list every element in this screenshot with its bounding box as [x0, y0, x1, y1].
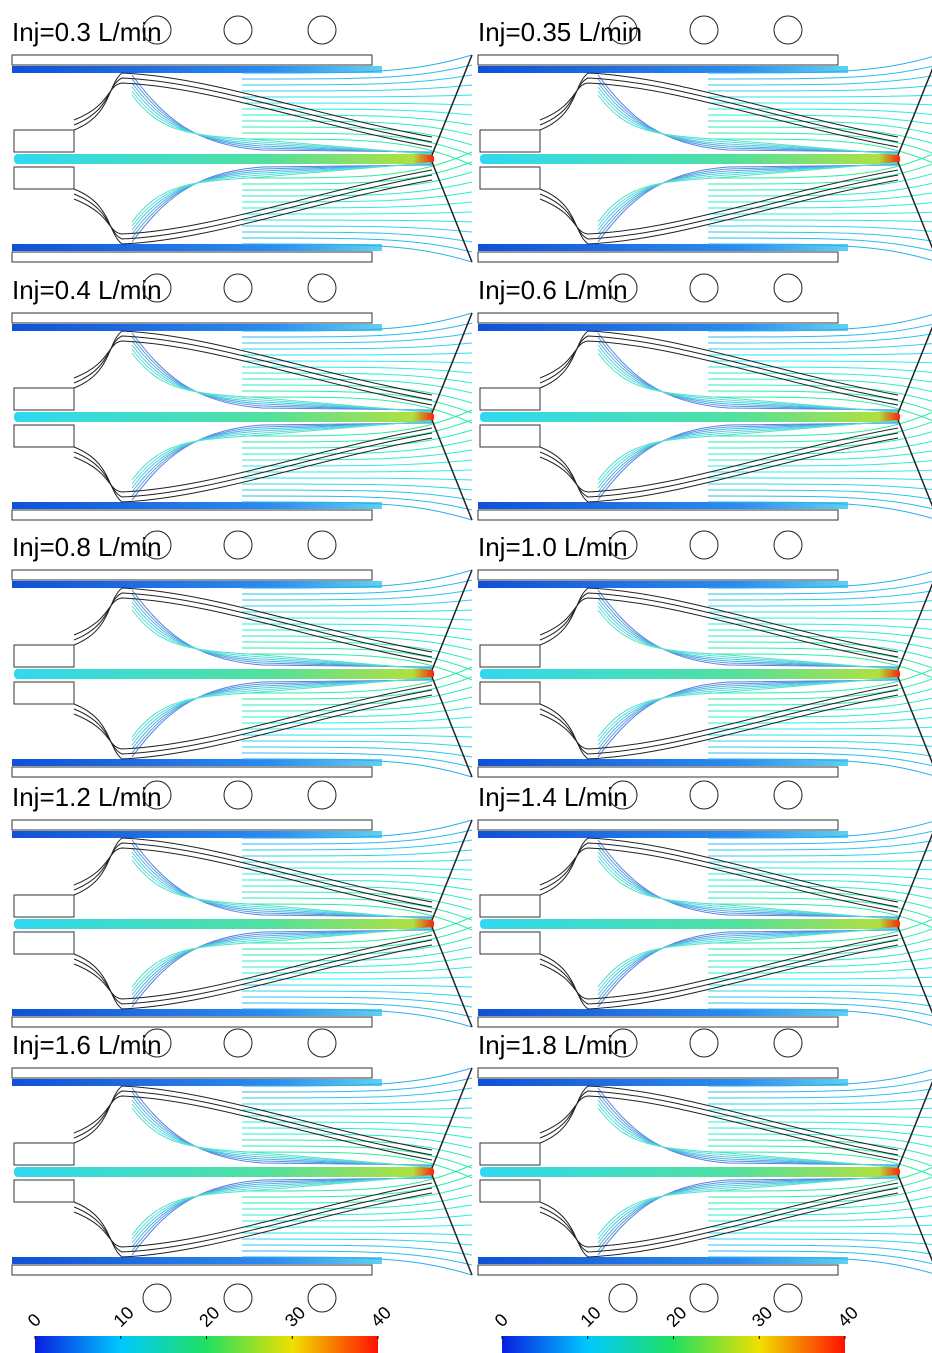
port	[307, 273, 337, 303]
port	[307, 780, 337, 810]
flow-panel	[11, 54, 473, 263]
flow-panel	[11, 819, 473, 1028]
port	[773, 1283, 803, 1313]
port	[223, 1028, 253, 1058]
colorbar-tick-label: 30	[281, 1303, 309, 1331]
port	[608, 1283, 638, 1313]
colorbar-tick-label: 0	[24, 1310, 45, 1331]
colorbar-tick-label: 20	[662, 1303, 690, 1331]
colorbar	[35, 1336, 378, 1353]
flow-panel	[477, 312, 932, 521]
port	[142, 1028, 172, 1058]
panel-label: Inj=1.8 L/min	[478, 1030, 628, 1060]
colorbar-tick-label: 30	[748, 1303, 776, 1331]
port	[689, 1283, 719, 1313]
port	[689, 1028, 719, 1058]
flow-panel	[11, 312, 473, 521]
panel-label: Inj=1.4 L/min	[478, 782, 628, 812]
panel-label: Inj=1.0 L/min	[478, 532, 628, 562]
colorbar-tick-label: 10	[576, 1303, 604, 1331]
flow-panel	[477, 1067, 932, 1276]
port	[773, 15, 803, 45]
port	[223, 780, 253, 810]
port	[608, 1028, 638, 1058]
port	[223, 1283, 253, 1313]
port	[689, 780, 719, 810]
colorbar-tick-label: 0	[491, 1310, 512, 1331]
port	[608, 15, 638, 45]
port	[307, 1283, 337, 1313]
port	[223, 530, 253, 560]
port	[689, 530, 719, 560]
port	[142, 15, 172, 45]
port	[307, 1028, 337, 1058]
panel-label: Inj=1.2 L/min	[12, 782, 162, 812]
port	[773, 273, 803, 303]
panel-label: Inj=1.6 L/min	[12, 1030, 162, 1060]
flow-panel	[11, 1067, 473, 1276]
flow-panel	[477, 569, 932, 778]
panel-label: Inj=0.8 L/min	[12, 532, 162, 562]
port	[307, 530, 337, 560]
port	[608, 530, 638, 560]
panel-label: Inj=0.6 L/min	[478, 275, 628, 305]
port	[773, 1028, 803, 1058]
flow-panel	[11, 569, 473, 778]
port	[223, 273, 253, 303]
port	[608, 780, 638, 810]
port	[689, 273, 719, 303]
port	[142, 530, 172, 560]
port	[773, 530, 803, 560]
flow-panel	[477, 54, 932, 263]
port	[307, 15, 337, 45]
colorbar-tick-label: 40	[367, 1303, 395, 1331]
port	[142, 780, 172, 810]
colorbar	[502, 1336, 845, 1353]
port	[608, 273, 638, 303]
port	[142, 273, 172, 303]
colorbar-tick-label: 20	[195, 1303, 223, 1331]
panel-label: Inj=0.35 L/min	[478, 17, 642, 47]
panel-label: Inj=0.3 L/min	[12, 17, 162, 47]
colorbar-tick-label: 40	[834, 1303, 862, 1331]
port	[689, 15, 719, 45]
port	[142, 1283, 172, 1313]
port	[773, 780, 803, 810]
colorbar-tick-label: 10	[109, 1303, 137, 1331]
port	[223, 15, 253, 45]
flow-panel	[477, 819, 932, 1028]
panel-label: Inj=0.4 L/min	[12, 275, 162, 305]
